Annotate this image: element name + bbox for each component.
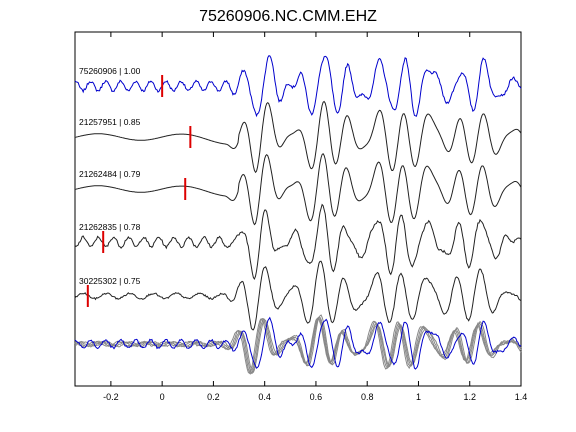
x-tick-label: 0.4 <box>258 392 271 402</box>
x-tick-label: -0.2 <box>103 392 119 402</box>
x-tick-label: 0.6 <box>310 392 323 402</box>
trace-4-label: 30225302 | 0.75 <box>79 276 141 286</box>
trace-3-waveform <box>74 203 522 281</box>
trace-0-label: 75260906 | 1.00 <box>79 66 141 76</box>
x-tick-label: 1 <box>416 392 421 402</box>
chart-title: 75260906.NC.CMM.EHZ <box>199 8 377 25</box>
trace-2-waveform <box>74 152 522 226</box>
x-tick-label: 1.4 <box>515 392 528 402</box>
x-tick-label: 0 <box>160 392 165 402</box>
trace-0-waveform <box>74 55 522 118</box>
x-tick-label: 0.8 <box>361 392 374 402</box>
plot-frame <box>74 31 522 387</box>
trace-1-waveform <box>74 100 522 174</box>
stack-overlay-trace-4 <box>74 317 522 375</box>
x-tick-label: 0.2 <box>207 392 220 402</box>
trace-4-waveform <box>74 260 522 331</box>
trace-3-label: 21262835 | 0.78 <box>79 222 141 232</box>
trace-2-label: 21262484 | 0.79 <box>79 169 141 179</box>
stack-overlay-reference <box>74 316 522 370</box>
x-tick-label: 1.2 <box>463 392 476 402</box>
trace-1-label: 21257951 | 0.85 <box>79 117 141 127</box>
